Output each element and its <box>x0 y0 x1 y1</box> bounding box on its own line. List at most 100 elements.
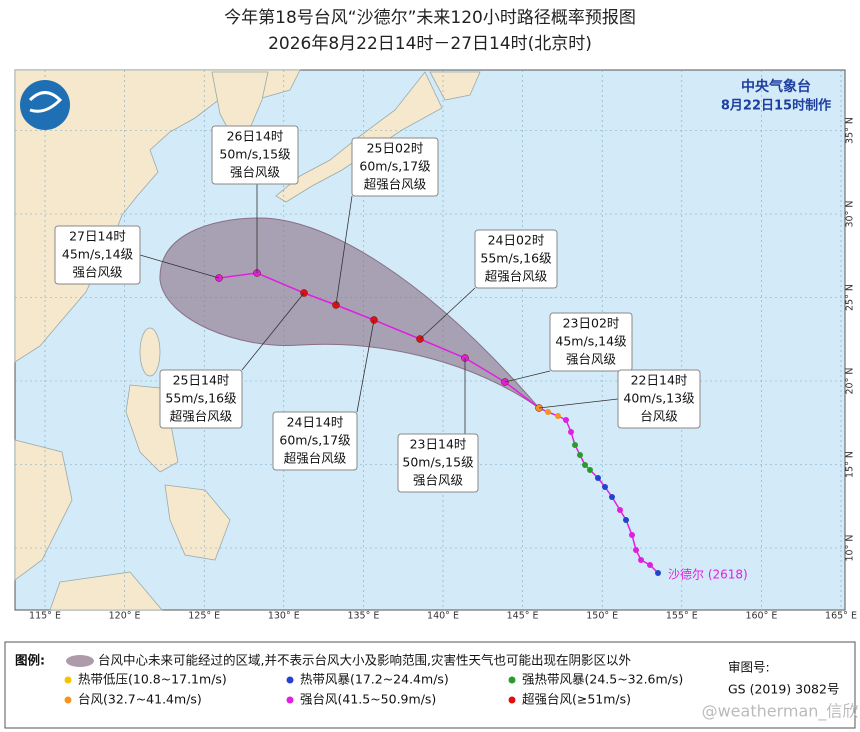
callout-box <box>211 125 299 185</box>
lon-label: 130° E <box>268 611 300 622</box>
legend-cone <box>66 655 94 667</box>
callout-leader <box>356 319 375 413</box>
callout-time: 22日14时 <box>631 373 688 388</box>
issued: 8月22日15时制作 <box>721 98 831 114</box>
callout-box <box>397 433 479 493</box>
past-point <box>617 507 623 513</box>
callout-wind: 40m/s,13级 <box>623 391 695 406</box>
taiwan <box>139 327 161 377</box>
callout-time: 23日02时 <box>563 316 620 331</box>
callout-level: 强台风级 <box>72 265 123 280</box>
typhoon-name: 沙德尔 (2618) <box>668 567 748 582</box>
past-point <box>563 417 569 423</box>
callout-leader <box>419 287 476 340</box>
legend: 图例: 台风中心未来可能经过的区域,并不表示台风大小及影响范围,灾害性天气也可能… <box>4 641 859 729</box>
callout-leader <box>538 398 619 409</box>
callout-time: 26日14时 <box>227 129 284 144</box>
legend-label: 强热带风暴(24.5~32.6m/s) <box>522 672 683 687</box>
past-point <box>629 532 635 538</box>
logo <box>20 80 70 130</box>
lon-label: 140° E <box>427 611 459 622</box>
mindanao <box>164 484 231 561</box>
past-point <box>602 484 608 490</box>
review-number: GS (2019) 3082号 <box>728 682 839 697</box>
callout-wind: 50m/s,15级 <box>219 147 291 162</box>
callout-box <box>549 312 633 372</box>
callout-leader <box>241 292 305 371</box>
legend-cone-text: 台风中心未来可能经过的区域,并不表示台风大小及影响范围,灾害性天气也可能出现在阴… <box>98 653 631 668</box>
subtitle: 2026年8月22日14时－27日14时(北京时) <box>268 34 592 54</box>
callout-box <box>351 137 439 197</box>
callout-wind: 60m/s,17级 <box>359 159 431 174</box>
callout-wind: 45m/s,14级 <box>555 334 627 349</box>
lon-label: 145° E <box>507 611 539 622</box>
past-point <box>595 475 601 481</box>
lat-label: 35° N <box>845 117 856 144</box>
legend-label: 台风(32.7~41.4m/s) <box>78 692 202 707</box>
callout-wind: 55m/s,16级 <box>165 391 237 406</box>
callout-box <box>54 225 141 285</box>
past-point <box>647 562 653 568</box>
legend-label: 强台风(41.5~50.9m/s) <box>300 692 436 707</box>
callout-level: 超强台风级 <box>485 269 548 284</box>
lat-label: 10° N <box>845 535 856 562</box>
callout-wind: 60m/s,17级 <box>279 433 351 448</box>
callout-wind: 55m/s,16级 <box>480 251 552 266</box>
callout-box <box>159 369 243 429</box>
legend-label: 热带风暴(17.2~24.4m/s) <box>300 672 449 687</box>
lon-label: 165° E <box>825 611 857 622</box>
legend-dot <box>508 676 516 684</box>
title: 今年第18号台风“沙德尔”未来120小时路径概率预报图 <box>224 8 636 28</box>
map: 115° E 120° E 125° E 130° E 135° E 140° E 145°… <box>14 69 857 622</box>
japan <box>275 71 443 203</box>
callout-level: 强台风级 <box>230 165 281 180</box>
callout-time: 25日02时 <box>367 141 424 156</box>
callout-time: 24日02时 <box>488 233 545 248</box>
borneo <box>49 571 163 611</box>
lon-label: 115° E <box>29 611 61 622</box>
lon-label: 120° E <box>109 611 141 622</box>
callout-level: 强台风级 <box>566 352 617 367</box>
callout-box <box>474 229 558 289</box>
callout-box <box>272 411 358 471</box>
callout-level: 台风级 <box>640 409 678 424</box>
callout-leader <box>504 370 551 383</box>
callout-level: 强台风级 <box>413 473 464 488</box>
callouts: 26日14时50m/s,15级强台风级25日02时60m/s,17级超强台风级2… <box>54 125 701 493</box>
lat-label: 20° N <box>845 368 856 395</box>
lon-label: 155° E <box>666 611 698 622</box>
legend-dot <box>286 676 294 684</box>
lon-label: 125° E <box>188 611 220 622</box>
legend-dot <box>508 696 516 704</box>
legend-dot <box>64 676 72 684</box>
logo-mark <box>28 91 63 113</box>
legend-dot <box>286 696 294 704</box>
lon-label: 160° E <box>745 611 777 622</box>
watermark: @weatherman_信欣 <box>702 702 859 722</box>
legend-label: 超强台风(≥51m/s) <box>522 692 631 707</box>
past-point <box>633 547 639 553</box>
past-point <box>623 517 629 523</box>
callout-level: 超强台风级 <box>170 409 233 424</box>
callout-box <box>617 369 701 429</box>
callout-leader <box>139 254 220 279</box>
callout-wind: 45m/s,14级 <box>62 247 134 262</box>
lat-label: 30° N <box>845 201 856 228</box>
legend-dot <box>64 696 72 704</box>
past-point <box>555 413 561 419</box>
past-point <box>568 429 574 435</box>
callout-time: 24日14时 <box>287 415 344 430</box>
past-point <box>545 409 551 415</box>
lat-label: 25° N <box>845 284 856 311</box>
callout-wind: 50m/s,15级 <box>402 455 474 470</box>
hokkaido <box>429 71 481 101</box>
past-point <box>577 452 583 458</box>
review-label: 审图号: <box>728 660 770 675</box>
legend-title: 图例: <box>15 653 45 668</box>
callout-time: 25日14时 <box>173 373 230 388</box>
lat-label: 15° N <box>845 451 856 478</box>
indochina <box>14 439 73 581</box>
past-point <box>655 570 661 576</box>
legend-label: 热带低压(10.8~17.1m/s) <box>78 672 227 687</box>
callout-time: 23日14时 <box>410 437 467 452</box>
